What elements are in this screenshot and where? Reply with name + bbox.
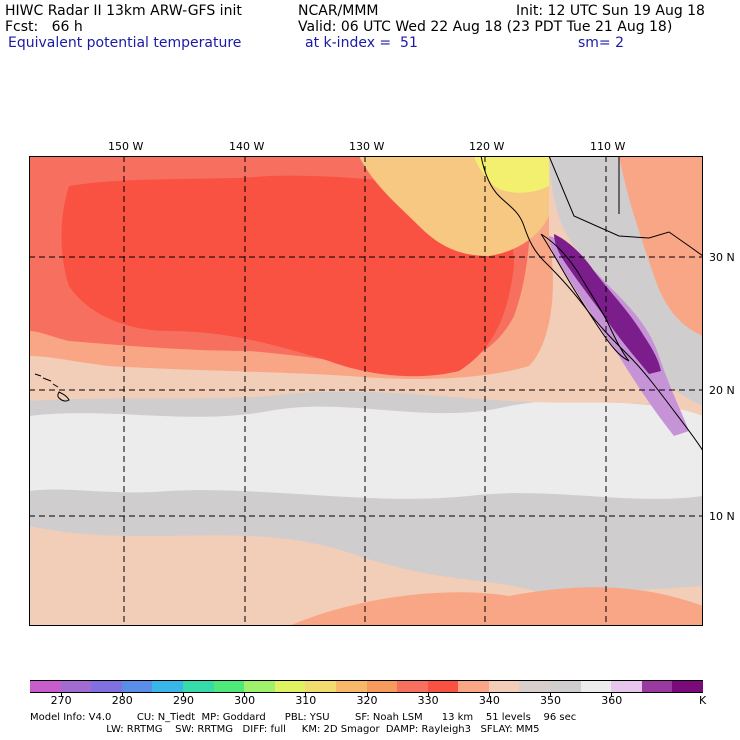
lon-label-130w: 130 W xyxy=(349,140,385,153)
level-label: at k-index = 51 xyxy=(305,35,418,51)
us-mexico-border xyxy=(548,156,703,257)
field-purple-baja xyxy=(554,234,661,374)
field-hot-core xyxy=(61,175,514,377)
init-time: Init: 12 UTC Sun 19 Aug 18 xyxy=(516,3,705,19)
colorbar-unit: K xyxy=(699,694,707,707)
colorbar-swatch xyxy=(672,680,704,693)
lat-label-10n: 10 N xyxy=(709,510,735,523)
model-info-line-2: LW: RRTMG SW: RRTMG DIFF: full KM: 2D Sm… xyxy=(30,724,540,735)
colorbar-swatch xyxy=(30,680,62,693)
lon-label-120w: 120 W xyxy=(469,140,505,153)
colorbar-tick xyxy=(366,693,368,697)
colorbar-swatch xyxy=(182,680,215,693)
field-name: Equivalent potential temperature xyxy=(8,35,242,51)
field-peach-interior xyxy=(619,156,703,336)
graticule xyxy=(29,156,703,626)
lat-label-20n: 20 N xyxy=(709,384,735,397)
colorbar-swatch xyxy=(427,680,459,693)
field-light-tropics xyxy=(29,400,703,499)
colorbar-swatch xyxy=(519,680,551,693)
lon-label-140w: 140 W xyxy=(229,140,265,153)
colorbar-swatch xyxy=(458,680,490,693)
colorbar-label: 280 xyxy=(111,694,133,707)
colorbar-tick xyxy=(488,693,490,697)
map-frame xyxy=(29,156,703,626)
colorbar-swatch xyxy=(611,680,643,693)
valid-time: Valid: 06 UTC Wed 22 Aug 18 (23 PDT Tue … xyxy=(298,19,673,35)
colorbar-label: 290 xyxy=(172,694,194,707)
colorbar-label: 360 xyxy=(601,694,623,707)
colorbar-label: 300 xyxy=(234,694,256,707)
colorbar-label: 330 xyxy=(417,694,439,707)
lon-label-150w: 150 W xyxy=(108,140,144,153)
map-canvas xyxy=(29,156,703,626)
colorbar-tick xyxy=(60,693,62,697)
colorbar-label: 350 xyxy=(540,694,562,707)
colorbar-tick xyxy=(182,693,184,697)
colorbar-label: 320 xyxy=(356,694,378,707)
colorbar-swatch xyxy=(550,680,582,693)
colorbar-swatch xyxy=(397,680,429,693)
coastline-west xyxy=(480,156,703,452)
colorbar-tick xyxy=(611,693,613,697)
lat-label-30n: 30 N xyxy=(709,251,735,264)
baja-peninsula xyxy=(540,233,630,362)
colorbar-swatch xyxy=(335,680,367,693)
colorbar-tick xyxy=(121,693,123,697)
colorbar-swatch xyxy=(366,680,398,693)
model-info-line-1: Model Info: V4.0 CU: N_Tiedt MP: Goddard… xyxy=(30,712,577,723)
colorbar-swatch xyxy=(213,680,245,693)
colorbar-swatch xyxy=(305,680,337,693)
forecast-hour: Fcst: 66 h xyxy=(5,19,83,35)
colorbar-swatch xyxy=(244,680,276,693)
colorbar-swatch xyxy=(274,680,306,693)
colorbar-swatch xyxy=(121,680,153,693)
colorbar-swatch xyxy=(641,680,673,693)
colorbar-swatch xyxy=(580,680,612,693)
field-yellow-california xyxy=(474,156,549,193)
colorbar-swatch xyxy=(488,680,520,693)
colorbar-label: 310 xyxy=(295,694,317,707)
colorbar-tick xyxy=(427,693,429,697)
colorbar-swatch xyxy=(91,680,123,693)
model-title: HIWC Radar II 13km ARW-GFS init xyxy=(5,3,242,19)
colorbar-label: 340 xyxy=(478,694,500,707)
lon-label-110w: 110 W xyxy=(590,140,626,153)
field-peach-south xyxy=(289,587,703,626)
colorbar-tick xyxy=(550,693,552,697)
colorbar-tick xyxy=(244,693,246,697)
colorbar-swatch xyxy=(60,680,92,693)
theta-e-map xyxy=(29,156,703,626)
colorbar-swatch xyxy=(152,680,184,693)
colorbar-tick xyxy=(305,693,307,697)
hawaii-islands xyxy=(34,373,70,402)
smoothing-label: sm= 2 xyxy=(578,35,625,51)
colorbar-label: 270 xyxy=(50,694,72,707)
org-label: NCAR/MMM xyxy=(298,3,379,19)
